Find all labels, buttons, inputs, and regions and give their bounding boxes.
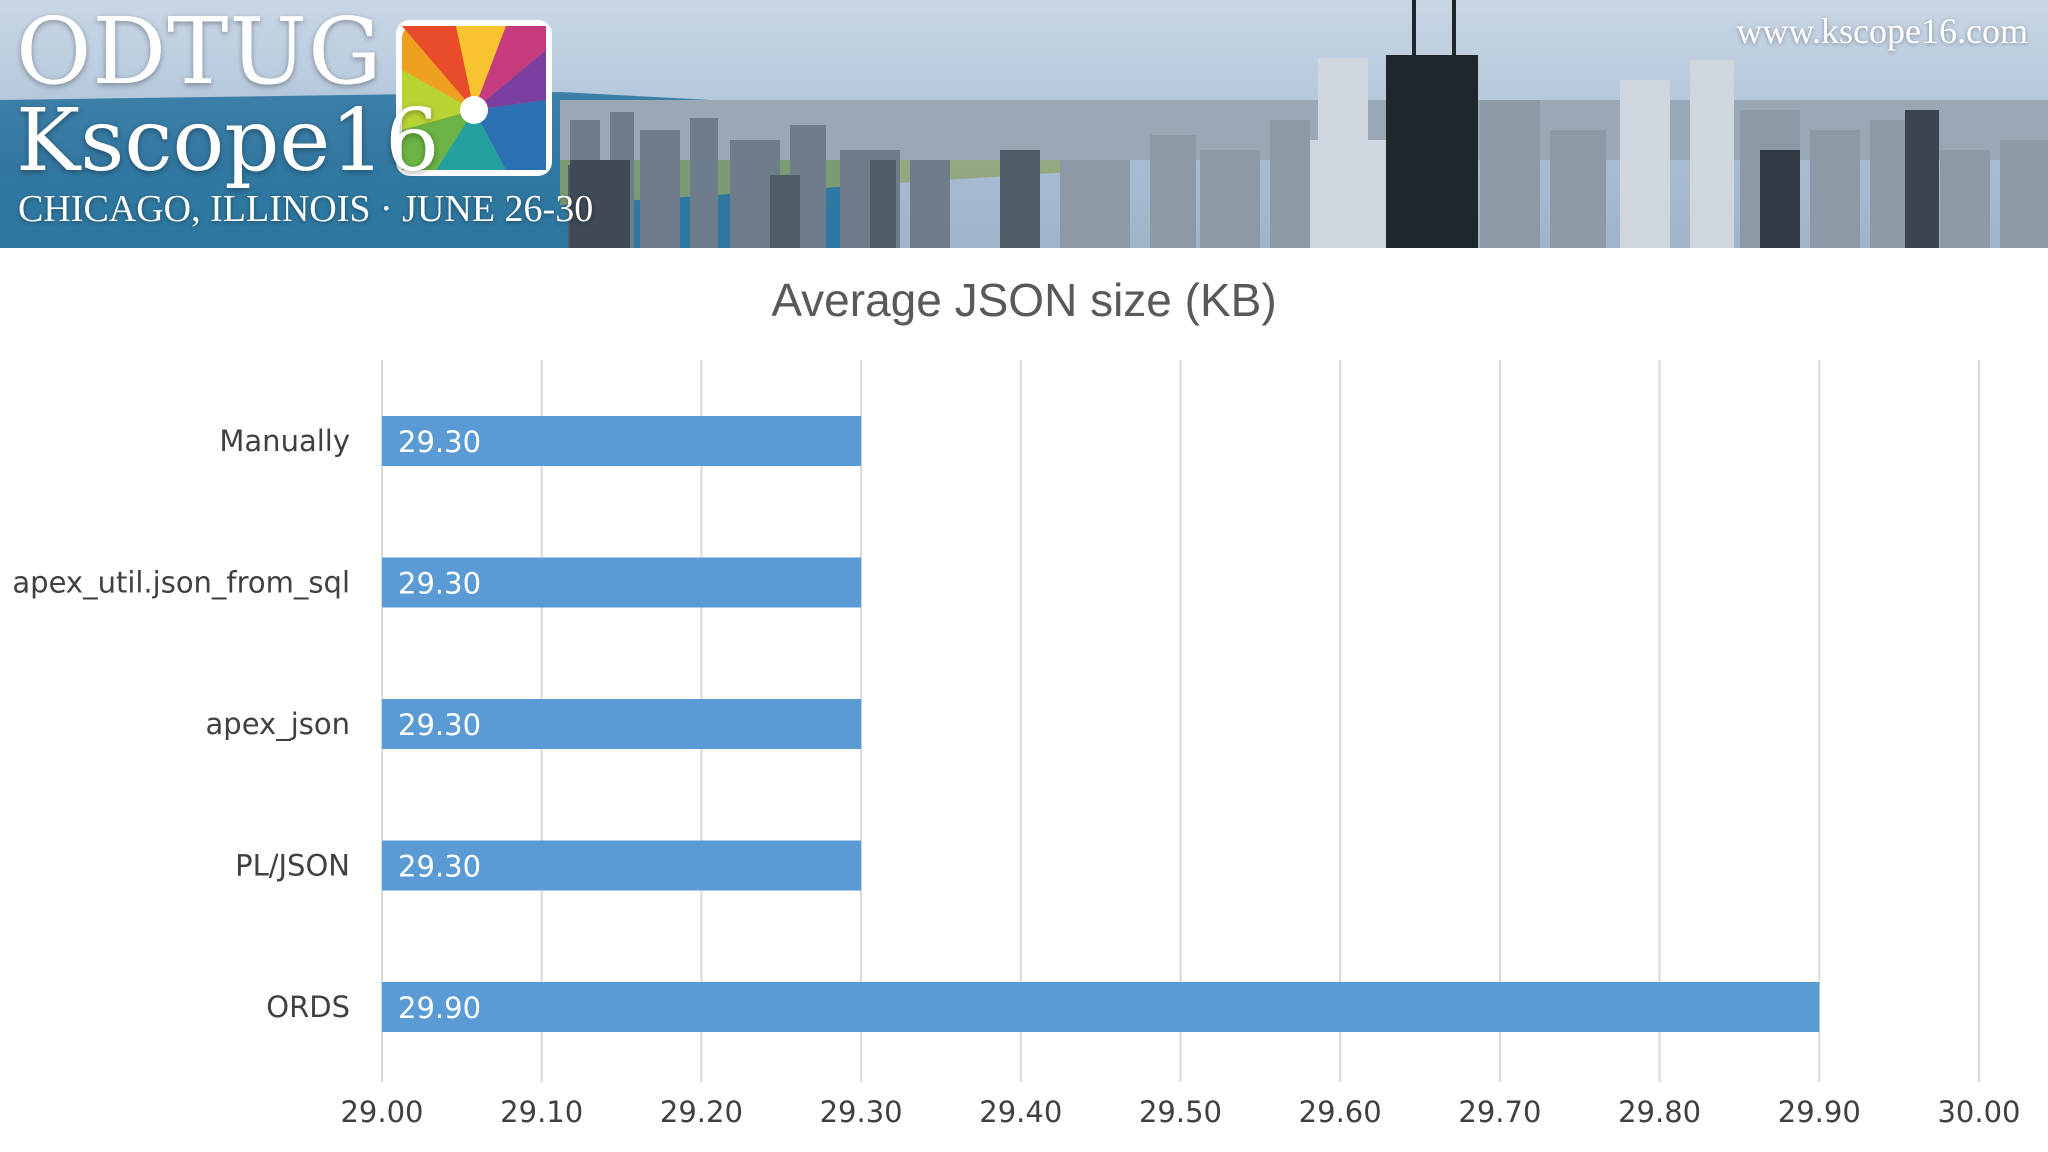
site-url: www.kscope16.com <box>1736 11 2028 51</box>
brand-odtug: ODTUG <box>16 0 383 105</box>
x-tick-label: 29.00 <box>340 1095 423 1129</box>
bar-3 <box>382 840 862 891</box>
data-label: 29.90 <box>398 991 481 1025</box>
bar-1 <box>382 557 862 608</box>
x-tick-label: 29.60 <box>1299 1095 1382 1129</box>
chart-bars: 29.30 29.30 29.30 29.30 29.90 <box>382 416 1820 1032</box>
x-axis-tick-labels: 29.00 29.10 29.20 29.30 29.40 29.50 29.60 29.70… <box>340 1095 2020 1129</box>
data-label: 29.30 <box>398 425 481 459</box>
x-tick-label: 29.20 <box>660 1095 743 1129</box>
data-label: 29.30 <box>398 567 481 601</box>
category-labels: Manually apex_util.json_from_sql apex_json… <box>12 424 350 1024</box>
x-tick-label: 29.30 <box>820 1095 903 1129</box>
x-tick-label: 29.10 <box>500 1095 583 1129</box>
category-label: ORDS <box>266 990 350 1024</box>
x-tick-label: 29.50 <box>1139 1095 1222 1129</box>
data-label: 29.30 <box>398 708 481 742</box>
x-tick-label: 29.70 <box>1458 1095 1541 1129</box>
category-label: PL/JSON <box>235 849 350 883</box>
brand-location-dates: CHICAGO, ILLINOIS · JUNE 26-30 <box>18 188 594 230</box>
bar-4 <box>382 982 1820 1032</box>
x-tick-label: 29.80 <box>1618 1095 1701 1129</box>
x-tick-label: 30.00 <box>1937 1095 2020 1129</box>
category-label: apex_util.json_from_sql <box>12 566 350 600</box>
category-label: Manually <box>219 424 350 458</box>
bar-0 <box>382 416 862 466</box>
bar-chart: Average JSON size (KB) 29.3029.3029.3029… <box>12 274 2020 1129</box>
header-banner: ODTUG Kscope16 CHICAGO, ILLINOIS · JUNE … <box>0 0 2048 248</box>
brand-kscope: Kscope16 <box>16 91 440 191</box>
x-tick-label: 29.40 <box>979 1095 1062 1129</box>
kscope-logo-icon <box>396 20 552 176</box>
x-tick-label: 29.90 <box>1778 1095 1861 1129</box>
chicago-skyline-image <box>0 0 2048 248</box>
data-label: 29.30 <box>398 850 481 884</box>
chart-title: Average JSON size (KB) <box>771 274 1276 326</box>
bar-2 <box>382 699 862 749</box>
category-label: apex_json <box>206 707 350 741</box>
